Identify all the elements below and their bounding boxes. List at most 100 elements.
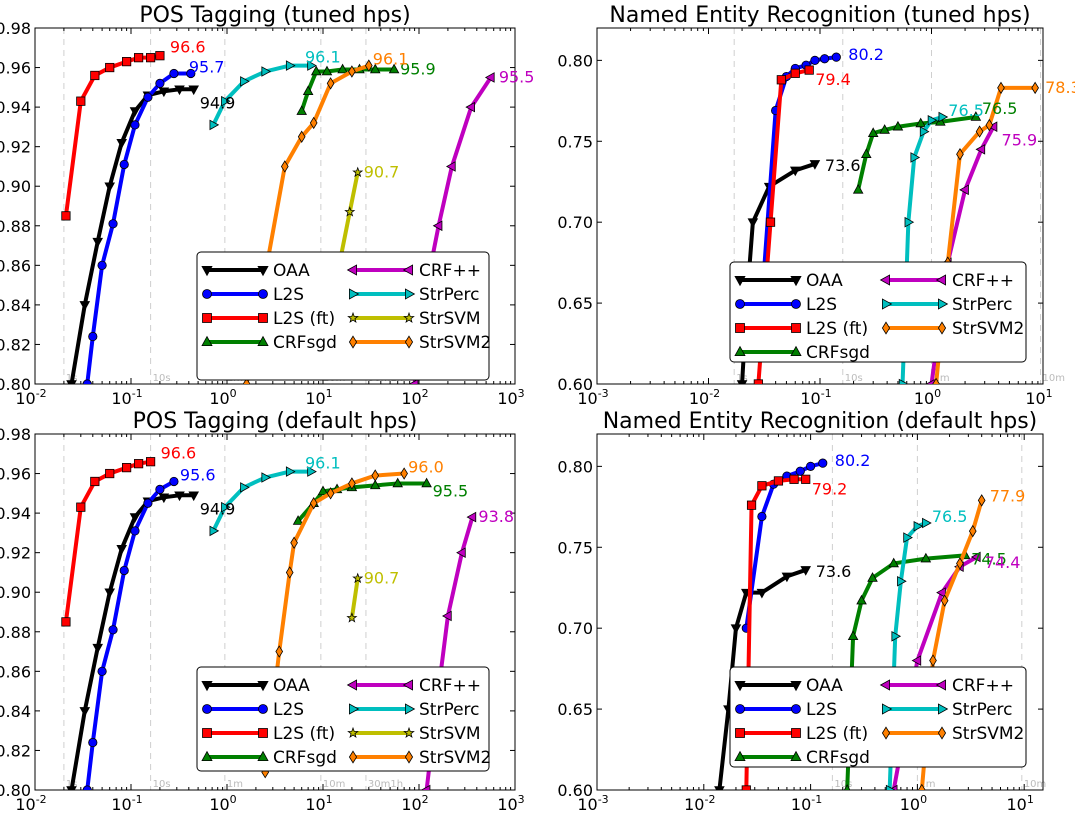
- time-mark-label: 10m: [1043, 373, 1065, 384]
- series-end-label: 90.7: [364, 162, 400, 181]
- legend: OAA L2S L2S (ft) CRFsgd CRF++ StrPerc StrSVM2: [729, 666, 1027, 768]
- series-marker: [791, 728, 801, 738]
- series-marker: [347, 726, 359, 738]
- series-end-label: 96.1: [305, 454, 341, 473]
- series-end-label: 79.2: [812, 479, 848, 498]
- series-marker: [158, 493, 170, 504]
- chart-title: Named Entity Recognition (default hps): [603, 409, 1038, 434]
- series-marker: [307, 466, 317, 477]
- series-marker: [202, 704, 212, 714]
- series-marker: [201, 681, 213, 692]
- series-marker: [209, 525, 220, 537]
- series-marker: [867, 127, 879, 137]
- x-tick-label: 10-3: [577, 793, 608, 814]
- series-marker: [904, 216, 915, 228]
- series-marker: [917, 783, 926, 790]
- time-mark-label: 10s: [845, 373, 863, 384]
- series-marker: [985, 118, 994, 132]
- y-tick-label: 0.94: [0, 98, 31, 117]
- series-marker: [820, 54, 830, 64]
- y-tick-label: 0.92: [0, 138, 31, 157]
- series-marker: [348, 335, 358, 349]
- series-marker: [970, 111, 982, 121]
- x-tick-label: 10-2: [15, 387, 46, 408]
- series-marker: [446, 161, 456, 172]
- series-marker: [344, 206, 356, 217]
- x-tick-label: 100: [209, 387, 236, 408]
- series-end-label: 96.6: [170, 38, 206, 57]
- series-marker: [88, 331, 98, 342]
- series-marker: [310, 65, 322, 76]
- series-marker: [257, 265, 269, 277]
- series-marker: [885, 784, 896, 790]
- series-marker: [209, 119, 220, 131]
- series-marker: [119, 159, 129, 170]
- series-marker: [959, 184, 969, 196]
- legend-entry-label: CRFsgd: [273, 748, 337, 768]
- y-tick-label: 0.98: [0, 425, 31, 444]
- series-marker: [903, 532, 913, 543]
- legend-entry-label: StrSVM: [419, 309, 481, 329]
- series-marker: [442, 610, 452, 622]
- series-marker: [897, 575, 907, 587]
- series-marker: [402, 264, 414, 276]
- series-marker: [734, 275, 746, 287]
- series-marker: [790, 68, 800, 78]
- series-marker: [765, 217, 776, 227]
- y-tick-label: 0.82: [0, 741, 31, 760]
- series-end-label: 95.9: [400, 60, 436, 79]
- x-tick-label: 10-1: [800, 387, 831, 408]
- series-marker: [882, 703, 893, 715]
- series-marker: [258, 728, 268, 738]
- series-marker: [937, 321, 947, 335]
- y-tick-label: 0.88: [0, 217, 31, 236]
- time-mark-label: 10s: [834, 779, 852, 790]
- series-end-label: 93.8: [478, 507, 514, 526]
- series-marker: [348, 65, 356, 78]
- legend-entry-label: CRF++: [952, 271, 1014, 291]
- series-marker: [404, 703, 416, 715]
- series-marker: [221, 501, 231, 513]
- series-marker: [158, 87, 170, 98]
- series-marker: [929, 654, 937, 667]
- legend: OAA L2S L2S (ft) CRFsgd CRF++ StrPerc StrSVM St…: [196, 666, 491, 772]
- series-marker: [891, 630, 902, 642]
- x-tick-label: 100: [209, 793, 236, 814]
- series-marker: [122, 463, 132, 473]
- legend-entry-label: StrSVM2: [419, 748, 491, 768]
- series-marker: [285, 60, 296, 71]
- time-mark-label: 1m: [919, 779, 935, 790]
- series-marker: [790, 345, 802, 357]
- legend-entry-label: StrPerc: [419, 285, 480, 305]
- series-line: [63, 53, 161, 217]
- axes-frame: [34, 27, 516, 385]
- series-marker: [852, 183, 864, 194]
- legend-entry-label: L2S: [273, 700, 304, 720]
- series-line: [244, 63, 370, 384]
- series-marker: [240, 76, 250, 87]
- series-marker: [920, 552, 932, 563]
- series-marker: [116, 544, 127, 555]
- series-marker: [134, 459, 144, 469]
- series-marker: [956, 147, 964, 161]
- time-mark-label: 10m: [323, 779, 345, 790]
- legend-entry-label: StrSVM2: [419, 333, 491, 353]
- series-end-label: 95.5: [499, 67, 535, 86]
- series-marker: [975, 144, 986, 155]
- series-marker: [201, 335, 213, 347]
- series-marker: [143, 498, 153, 508]
- series-end-label: 94.9: [200, 499, 236, 518]
- series-marker: [119, 565, 129, 576]
- series-marker: [913, 520, 924, 532]
- series-line: [337, 171, 360, 262]
- series-marker: [919, 126, 930, 137]
- series-marker: [186, 68, 196, 79]
- legend-entry-label: L2S (ft): [273, 724, 335, 744]
- y-tick-label: 0.75: [557, 132, 593, 151]
- series-end-label: 94.9: [200, 93, 236, 112]
- series-marker: [364, 59, 373, 72]
- series-marker: [795, 466, 805, 476]
- series-marker: [420, 784, 431, 790]
- series-marker: [309, 496, 318, 510]
